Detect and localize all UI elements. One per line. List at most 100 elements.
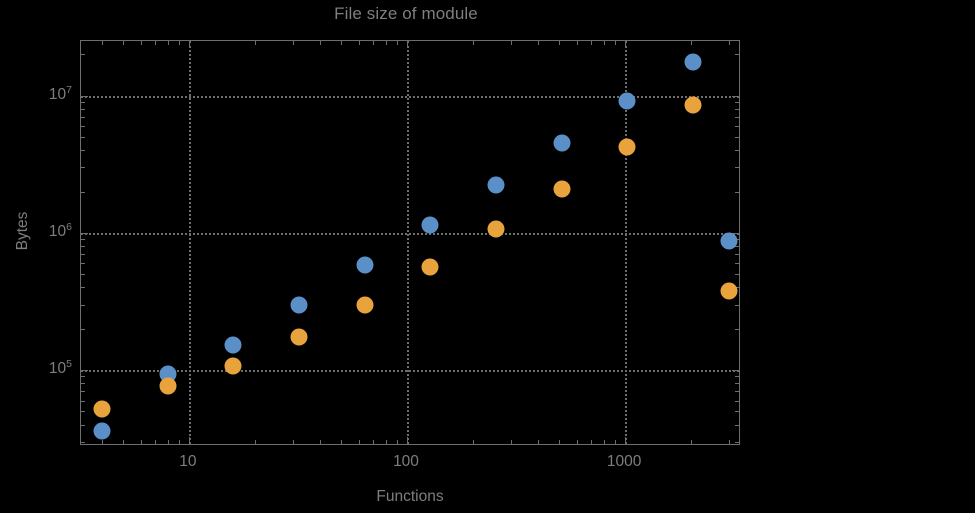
data-point[interactable] (684, 53, 702, 71)
gridline-horizontal (81, 95, 739, 98)
axis-tick (732, 232, 739, 234)
data-point[interactable] (487, 220, 505, 238)
data-point[interactable] (224, 357, 242, 375)
axis-tick (81, 232, 88, 234)
axis-tick (729, 440, 731, 444)
axis-tick (155, 41, 157, 45)
axis-tick (81, 167, 85, 169)
axis-tick (81, 441, 85, 443)
axis-tick (397, 440, 399, 444)
axis-tick (615, 41, 617, 45)
data-point[interactable] (290, 296, 308, 314)
axis-tick (729, 41, 731, 45)
axis-tick (123, 440, 125, 444)
axis-tick (690, 41, 692, 45)
data-point[interactable] (356, 296, 374, 314)
gridline-vertical (625, 41, 628, 444)
axis-tick (735, 126, 739, 128)
data-point[interactable] (421, 216, 439, 234)
axis-tick (254, 41, 256, 45)
data-point[interactable] (421, 258, 439, 276)
axis-tick (559, 41, 561, 45)
axis-tick (140, 41, 142, 45)
axis-tick (732, 95, 739, 97)
axis-tick (735, 246, 739, 248)
axis-tick (472, 440, 474, 444)
data-point[interactable] (93, 400, 111, 418)
axis-tick (81, 287, 85, 289)
axis-tick (81, 400, 85, 402)
axis-tick (373, 440, 375, 444)
axis-tick (385, 440, 387, 444)
axis-tick (690, 440, 692, 444)
axis-tick (407, 437, 408, 444)
axis-tick (603, 41, 605, 45)
x-tick-label: 10 (179, 453, 197, 470)
axis-tick (358, 440, 360, 444)
axis-tick (178, 440, 180, 444)
axis-tick (625, 437, 627, 444)
data-point[interactable] (553, 134, 571, 152)
y-tick-label: 106 (48, 220, 72, 240)
data-point[interactable] (159, 377, 177, 395)
data-point[interactable] (618, 92, 636, 110)
y-axis-label: Bytes (14, 211, 31, 251)
data-point[interactable] (356, 256, 374, 274)
data-point[interactable] (224, 336, 242, 354)
gridline-horizontal (81, 232, 739, 235)
axis-tick (188, 41, 190, 48)
axis-tick (735, 400, 739, 402)
axis-tick (123, 41, 125, 45)
y-tick-label: 107 (48, 83, 72, 103)
axis-tick (735, 136, 739, 138)
axis-tick (81, 263, 85, 265)
axis-tick (254, 440, 256, 444)
data-point[interactable] (720, 282, 738, 300)
axis-tick (155, 440, 157, 444)
axis-tick (81, 95, 88, 97)
data-point[interactable] (618, 138, 636, 156)
axis-tick (735, 54, 739, 56)
data-point[interactable] (720, 232, 738, 250)
axis-tick (576, 440, 578, 444)
axis-tick (591, 41, 593, 45)
axis-tick (591, 440, 593, 444)
axis-tick (167, 440, 169, 444)
axis-tick (81, 116, 85, 118)
axis-tick (81, 328, 85, 330)
axis-tick (81, 304, 85, 306)
axis-tick (735, 328, 739, 330)
axis-tick (407, 41, 408, 48)
axis-tick (81, 150, 85, 152)
axis-tick (735, 411, 739, 413)
axis-tick (603, 440, 605, 444)
axis-tick (625, 41, 627, 48)
data-point[interactable] (93, 422, 111, 440)
data-point[interactable] (553, 180, 571, 198)
axis-tick (576, 41, 578, 45)
axis-tick (81, 391, 85, 393)
x-axis-label: Functions (376, 488, 444, 505)
plot-frame (80, 40, 740, 445)
axis-tick (735, 116, 739, 118)
y-tick-label: 105 (48, 357, 72, 378)
axis-tick (140, 440, 142, 444)
axis-tick (81, 136, 85, 138)
axis-tick (538, 41, 540, 45)
data-point[interactable] (684, 96, 702, 114)
axis-tick (188, 437, 190, 444)
axis-tick (373, 41, 375, 45)
axis-tick (81, 411, 85, 413)
gridline-vertical (407, 41, 409, 444)
axis-tick (320, 440, 322, 444)
data-point[interactable] (290, 328, 308, 346)
axis-tick (81, 101, 85, 103)
axis-tick (178, 41, 180, 45)
axis-tick (735, 383, 739, 385)
axis-tick (559, 440, 561, 444)
axis-tick (81, 108, 85, 110)
axis-tick (81, 274, 85, 276)
axis-tick (292, 41, 294, 45)
data-point[interactable] (487, 176, 505, 194)
